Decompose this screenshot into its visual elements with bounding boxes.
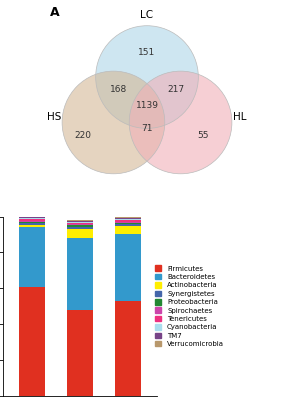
Bar <box>67 223 93 224</box>
Bar <box>19 222 45 223</box>
Bar <box>19 216 45 217</box>
Text: 151: 151 <box>138 48 156 57</box>
Bar <box>115 234 141 301</box>
Text: 1139: 1139 <box>136 101 158 110</box>
Bar <box>67 226 93 227</box>
Bar <box>19 221 45 222</box>
Bar <box>67 238 93 310</box>
Bar <box>67 220 93 221</box>
Bar <box>115 220 141 222</box>
Text: 168: 168 <box>110 85 127 94</box>
Bar <box>19 217 45 218</box>
Bar <box>19 286 45 396</box>
Bar <box>67 310 93 396</box>
Bar <box>115 218 141 219</box>
Bar <box>19 226 45 227</box>
Bar <box>19 227 45 286</box>
Text: 55: 55 <box>198 131 209 140</box>
Circle shape <box>62 71 165 174</box>
Text: 217: 217 <box>167 85 184 94</box>
Bar <box>115 219 141 220</box>
Text: HS: HS <box>47 112 61 122</box>
Circle shape <box>129 71 232 174</box>
Bar <box>19 218 45 219</box>
Legend: Firmicutes, Bacteroidetes, Actinobacteria, Synergistetes, Proteobacteria, Spiroc: Firmicutes, Bacteroidetes, Actinobacteri… <box>154 265 225 348</box>
Bar <box>115 301 141 396</box>
Text: 71: 71 <box>141 124 153 133</box>
Bar <box>67 221 93 222</box>
Bar <box>115 226 141 234</box>
Bar <box>67 227 93 229</box>
Bar <box>19 219 45 221</box>
Bar <box>67 222 93 223</box>
Text: LC: LC <box>141 10 153 20</box>
Bar <box>67 229 93 238</box>
Bar <box>19 223 45 226</box>
Circle shape <box>96 26 198 128</box>
Bar <box>115 224 141 226</box>
Text: A: A <box>50 6 60 19</box>
Bar <box>115 222 141 223</box>
Bar <box>115 223 141 224</box>
Text: 220: 220 <box>74 131 91 140</box>
Bar <box>67 224 93 226</box>
Text: HL: HL <box>233 112 247 122</box>
